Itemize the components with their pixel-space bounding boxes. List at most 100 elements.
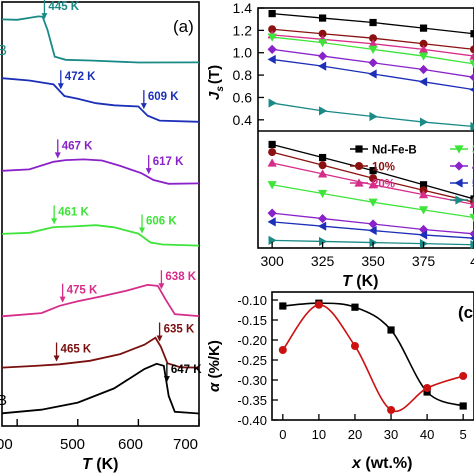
y-tick-label: 1.4 xyxy=(233,0,253,16)
alpha-point xyxy=(459,402,467,410)
js-point xyxy=(419,117,429,127)
series-point xyxy=(368,198,378,207)
series-point xyxy=(418,230,428,240)
panel-b: 0.4 0.6 0.8 1.0 1.2 1.4 300 325 350 375 4 Js(T) T… xyxy=(206,0,474,290)
series-point xyxy=(368,219,378,229)
y-tick-label: 0.6 xyxy=(233,89,253,105)
arrow-head xyxy=(156,335,163,342)
transition-temperature-label: 638 K xyxy=(165,271,196,283)
alpha-point xyxy=(279,302,287,310)
series-point xyxy=(267,158,277,167)
series-point xyxy=(318,161,327,170)
alpha-point xyxy=(387,326,395,334)
js-point xyxy=(469,87,474,93)
panel-c-frame xyxy=(271,291,474,421)
dsc-curve xyxy=(1,15,200,64)
x-tick-label: 350 xyxy=(361,253,385,269)
panel-a-frame xyxy=(1,1,200,427)
series-point xyxy=(469,213,474,223)
js-point xyxy=(369,34,378,43)
arrow-head xyxy=(163,376,170,383)
js-point xyxy=(268,98,277,108)
alpha-point xyxy=(387,406,396,414)
panel-b-top-plot xyxy=(267,9,474,132)
series-point xyxy=(268,148,277,157)
y-tick-label: 0.4 xyxy=(233,112,253,128)
js-point xyxy=(369,111,378,122)
panel-c-y-axis-label: α (%/K) xyxy=(206,340,223,392)
panel-a-x-tick-700: 700 xyxy=(173,436,198,453)
x-tick-label: 4 xyxy=(470,253,474,269)
x-tick-label: 300 xyxy=(260,253,284,269)
legend-label: 30 xyxy=(472,145,474,157)
transition-temperature-label: 635 K xyxy=(164,323,195,335)
y-tick-label: -0.25 xyxy=(237,353,267,368)
panel-a: (a) B B 445 K 472 K 609 K 467 K 617 K 461 K 60… xyxy=(0,0,202,473)
js-point xyxy=(267,44,277,54)
panel-a-x-ticks xyxy=(16,419,200,426)
series-point xyxy=(267,181,277,190)
alpha-point xyxy=(351,303,359,311)
series-point xyxy=(318,153,327,162)
panel-a-label: (a) xyxy=(173,17,194,36)
transition-temperature-label: 606 K xyxy=(146,215,177,227)
panel-b-y-ticks: 0.4 0.6 0.8 1.0 1.2 1.4 xyxy=(233,0,264,128)
dsc-curve xyxy=(1,362,200,415)
js-point xyxy=(469,72,474,82)
dsc-curve xyxy=(1,283,200,318)
series-point xyxy=(469,229,474,239)
series-point xyxy=(317,213,328,224)
arrow-head xyxy=(51,218,58,225)
series-point xyxy=(469,235,474,241)
legend-label: 20% xyxy=(372,179,395,191)
panel-a-curves: 445 K 472 K 609 K 467 K 617 K 461 K 606 K 475 K… xyxy=(1,0,202,415)
js-point xyxy=(469,60,474,69)
panel-a-x-tick-400: 00 xyxy=(0,436,13,453)
js-point xyxy=(369,18,377,27)
panel-c-ticks: -0.10 -0.15 -0.20 -0.25 -0.30 -0.35 -0.40 0 10 20… xyxy=(237,293,466,442)
transition-temperature-label: 609 K xyxy=(148,91,179,103)
js-point xyxy=(418,44,429,53)
series-point xyxy=(317,221,327,231)
legend-marker xyxy=(454,178,463,188)
legend-label: 10% xyxy=(372,162,395,174)
legend-label: 40° xyxy=(472,162,474,174)
series-point xyxy=(317,169,328,178)
js-point xyxy=(318,14,327,22)
transition-temperature-label: 461 K xyxy=(58,206,89,218)
panel-c-plot xyxy=(278,299,468,414)
panel-b-legend: Nd-Fe-B 10% 20% 30 40° 50° Ce-I xyxy=(350,145,474,208)
transition-temperature-label: 475 K xyxy=(67,285,98,297)
js-point xyxy=(418,52,429,61)
js-point xyxy=(368,58,378,68)
transition-temperature-label: 472 K xyxy=(65,71,96,83)
panel-c-x-axis-label: x (wt.%) xyxy=(351,455,412,472)
dsc-curve xyxy=(1,224,200,247)
panel-b-x-axis-label: T (K) xyxy=(342,273,378,290)
js-point xyxy=(267,33,277,42)
alpha-curve xyxy=(282,302,464,407)
js-point xyxy=(317,51,328,61)
series-point xyxy=(268,140,276,149)
dsc-curve xyxy=(1,158,200,185)
panel-b-frame xyxy=(257,7,474,249)
transition-temperature-label: 617 K xyxy=(153,156,184,168)
y-tick-label: 0.8 xyxy=(233,67,253,83)
alpha-point xyxy=(314,300,323,309)
arrow-head xyxy=(145,168,152,175)
series-point xyxy=(318,236,328,247)
y-tick-label: -0.20 xyxy=(237,333,267,348)
transition-temperature-label: 647 K xyxy=(171,364,202,376)
series-point xyxy=(317,189,328,199)
series-point xyxy=(418,189,429,199)
js-point xyxy=(317,39,328,48)
series-point xyxy=(419,181,428,189)
js-point xyxy=(368,45,378,54)
legend-marker xyxy=(354,178,364,187)
js-point xyxy=(318,29,327,38)
arrow-head xyxy=(54,152,61,159)
x-tick-label: 325 xyxy=(311,253,335,269)
panel-b-bottom-plot xyxy=(267,140,474,250)
y-tick-label: -0.40 xyxy=(237,413,267,428)
series-point xyxy=(368,225,377,236)
